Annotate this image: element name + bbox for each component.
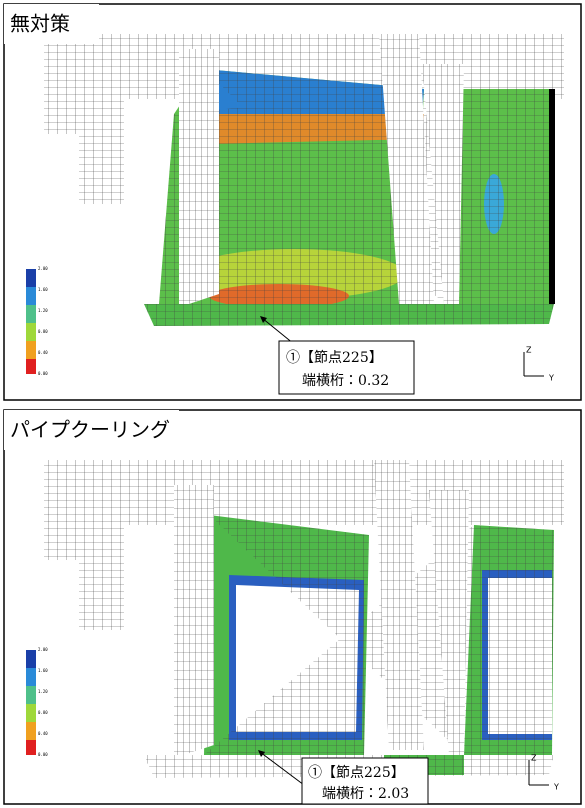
- legend-label: 0.00: [38, 371, 48, 376]
- legend-label: 0.40: [38, 731, 48, 736]
- legend-label: 1.20: [38, 689, 48, 694]
- legend-swatch: [26, 305, 36, 323]
- legend-swatch: [26, 668, 36, 686]
- panel: 2.00 1.60 1.20 0.80 0.40 0.00 ①【節点225】 端…: [4, 4, 581, 400]
- legend-label: 2.00: [38, 266, 48, 271]
- flange-mesh: [144, 304, 554, 326]
- callout-node: ①【節点225】: [308, 764, 405, 781]
- legend-label: 0.80: [38, 710, 48, 715]
- panel-title: パイプクーリング: [10, 418, 170, 442]
- legend-label: 1.60: [38, 287, 48, 292]
- pillar-mesh: [174, 485, 214, 755]
- legend-label: 1.60: [38, 668, 48, 673]
- axis-z: Z: [531, 754, 537, 763]
- legend-swatch: [26, 341, 36, 359]
- legend-swatch: [26, 323, 36, 341]
- panel: 2.00 1.60 1.20 0.80 0.40 0.00 ①【節点225】 端…: [4, 410, 581, 804]
- legend-label: 0.80: [38, 329, 48, 334]
- callout-value: 端横桁：0.32: [302, 373, 389, 389]
- legend-label: 0.40: [38, 350, 48, 355]
- legend-swatch: [26, 359, 36, 374]
- legend-swatch: [26, 287, 36, 305]
- figure: 2.00 1.60 1.20 0.80 0.40 0.00 ①【節点225】 端…: [0, 0, 585, 808]
- axis-z: Z: [526, 346, 532, 355]
- page: 2.00 1.60 1.20 0.80 0.40 0.00 ①【節点225】 端…: [0, 0, 585, 808]
- legend-label: 0.00: [38, 752, 48, 757]
- callout-value: 端横桁：2.03: [322, 786, 409, 802]
- panel-title: 無対策: [10, 12, 70, 36]
- legend-swatch: [26, 686, 36, 704]
- legend-swatch: [26, 650, 36, 668]
- pillar-mesh: [179, 49, 219, 304]
- callout-node: ①【節点225】: [286, 349, 383, 366]
- axis-y: Y: [553, 783, 559, 792]
- edge: [549, 89, 555, 304]
- legend-swatch: [26, 740, 36, 755]
- legend-swatch: [26, 269, 36, 287]
- legend-swatch: [26, 704, 36, 722]
- legend-label: 2.00: [38, 647, 48, 652]
- axis-y: Y: [548, 374, 554, 383]
- legend-label: 1.20: [38, 308, 48, 313]
- legend-swatch: [26, 722, 36, 740]
